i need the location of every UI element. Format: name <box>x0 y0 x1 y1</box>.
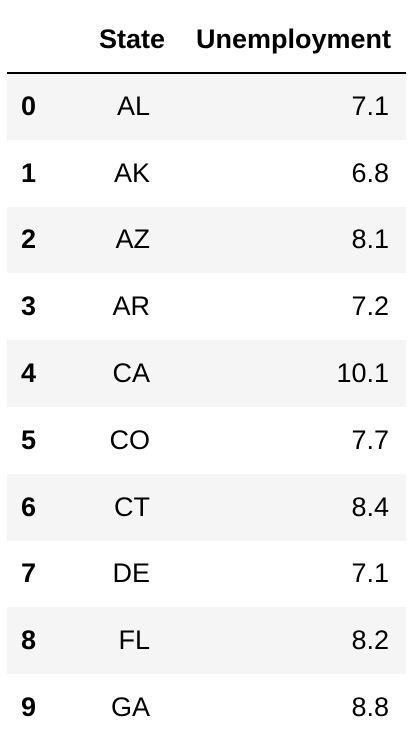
row-index: 4 <box>7 340 65 407</box>
cell-unemployment: 7.1 <box>172 73 406 140</box>
table-row: 6 CT 8.4 <box>7 474 406 541</box>
dataframe-table: State Unemployment 0 AL 7.1 1 AK 6.8 2 A… <box>7 6 406 741</box>
row-index: 5 <box>7 407 65 474</box>
header-unemployment: Unemployment <box>172 6 406 73</box>
header-index <box>7 6 65 73</box>
cell-state: CT <box>65 474 172 541</box>
cell-unemployment: 8.1 <box>172 207 406 274</box>
cell-unemployment: 7.2 <box>172 273 406 340</box>
table-row: 9 GA 8.8 <box>7 674 406 741</box>
row-index: 6 <box>7 474 65 541</box>
table-row: 4 CA 10.1 <box>7 340 406 407</box>
table-header: State Unemployment <box>7 6 406 73</box>
cell-state: AZ <box>65 207 172 274</box>
row-index: 9 <box>7 674 65 741</box>
cell-unemployment: 8.4 <box>172 474 406 541</box>
table-row: 8 FL 8.2 <box>7 607 406 674</box>
cell-state: CO <box>65 407 172 474</box>
cell-state: AL <box>65 73 172 140</box>
table-row: 3 AR 7.2 <box>7 273 406 340</box>
cell-state: DE <box>65 541 172 608</box>
table-row: 5 CO 7.7 <box>7 407 406 474</box>
cell-state: AK <box>65 140 172 207</box>
row-index: 3 <box>7 273 65 340</box>
cell-unemployment: 7.1 <box>172 541 406 608</box>
table-row: 2 AZ 8.1 <box>7 207 406 274</box>
cell-unemployment: 8.2 <box>172 607 406 674</box>
header-state: State <box>65 6 172 73</box>
cell-unemployment: 6.8 <box>172 140 406 207</box>
cell-state: CA <box>65 340 172 407</box>
row-index: 8 <box>7 607 65 674</box>
row-index: 0 <box>7 73 65 140</box>
cell-state: FL <box>65 607 172 674</box>
header-row: State Unemployment <box>7 6 406 73</box>
row-index: 1 <box>7 140 65 207</box>
row-index: 7 <box>7 541 65 608</box>
table-row: 1 AK 6.8 <box>7 140 406 207</box>
table-row: 0 AL 7.1 <box>7 73 406 140</box>
table-body: 0 AL 7.1 1 AK 6.8 2 AZ 8.1 3 AR 7.2 4 CA <box>7 73 406 741</box>
cell-unemployment: 10.1 <box>172 340 406 407</box>
cell-unemployment: 7.7 <box>172 407 406 474</box>
row-index: 2 <box>7 207 65 274</box>
table-row: 7 DE 7.1 <box>7 541 406 608</box>
cell-state: GA <box>65 674 172 741</box>
cell-unemployment: 8.8 <box>172 674 406 741</box>
cell-state: AR <box>65 273 172 340</box>
